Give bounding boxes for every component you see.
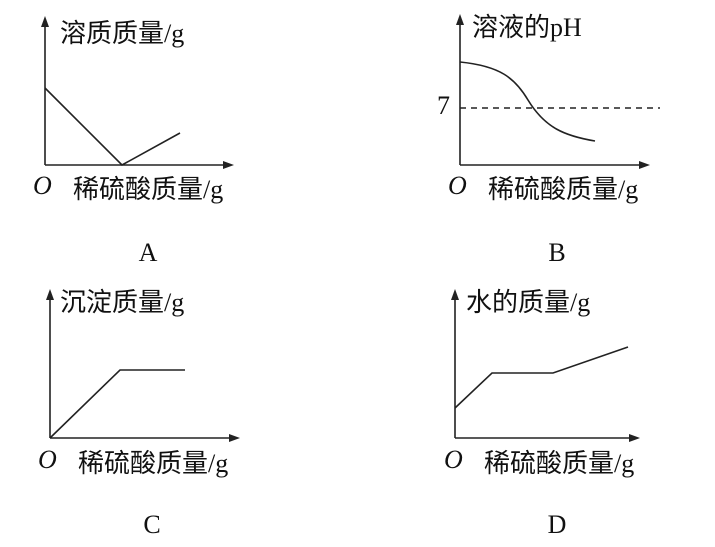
y-tick: 7 <box>437 91 450 120</box>
x-label: 稀硫酸质量/g <box>73 175 223 204</box>
panel-d: 水的质量/g O 稀硫酸质量/g D <box>444 288 640 539</box>
panel-a: 溶质质量/g O 稀硫酸质量/g A <box>33 16 234 267</box>
x-label: 稀硫酸质量/g <box>488 175 638 204</box>
axis-arrow <box>229 434 240 442</box>
y-label: 溶液的pH <box>472 13 582 42</box>
origin: O <box>38 445 57 474</box>
axis-arrow <box>46 289 54 300</box>
y-label: 沉淀质量/g <box>60 288 184 317</box>
axis-arrow <box>223 161 234 169</box>
caption: D <box>548 510 567 539</box>
x-label: 稀硫酸质量/g <box>484 449 634 478</box>
origin: O <box>444 445 463 474</box>
axis-arrow <box>451 289 459 300</box>
axis-arrow <box>639 161 650 169</box>
caption: A <box>139 238 158 267</box>
y-label: 水的质量/g <box>466 288 590 317</box>
axis-arrow <box>629 434 640 442</box>
axis-arrow <box>456 14 464 25</box>
axis-arrow <box>41 16 49 27</box>
panel-c: 沉淀质量/g O 稀硫酸质量/g C <box>38 288 240 539</box>
x-label: 稀硫酸质量/g <box>78 449 228 478</box>
y-label: 溶质质量/g <box>60 19 184 48</box>
curve <box>459 61 596 142</box>
curve <box>454 346 629 409</box>
caption: C <box>143 510 160 539</box>
origin: O <box>448 171 467 200</box>
curve <box>49 369 185 439</box>
origin: O <box>33 171 52 200</box>
caption: B <box>548 238 565 267</box>
panel-b: 溶液的pH 7 O 稀硫酸质量/g B <box>437 13 660 267</box>
curve <box>44 87 181 166</box>
